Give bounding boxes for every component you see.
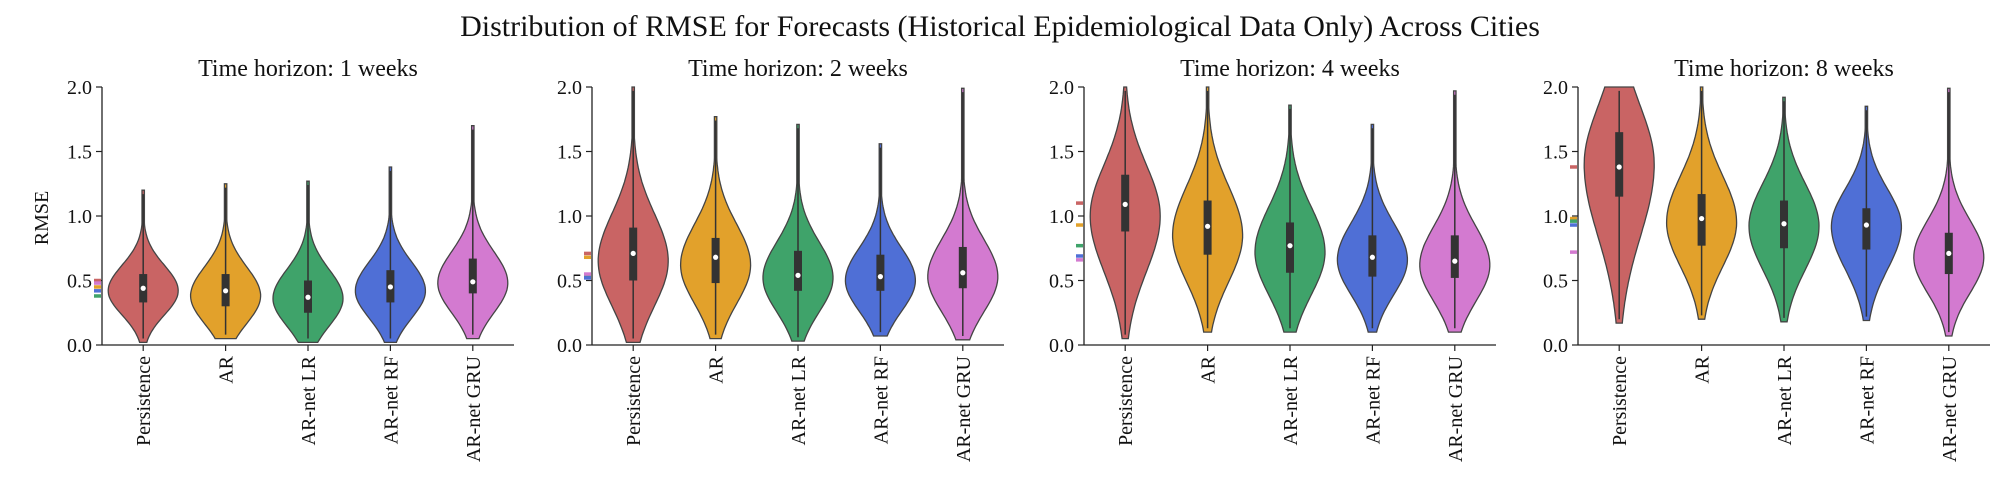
x-tick-label: AR-net LR xyxy=(298,355,320,445)
violin-median xyxy=(877,274,884,280)
violin-median xyxy=(1781,221,1787,227)
y-tick-label: 1.0 xyxy=(557,206,582,228)
panel-title: Time horizon: 8 weeks xyxy=(1674,56,1894,82)
y-tick-label: 2.0 xyxy=(557,77,582,99)
y-tick-label: 0.0 xyxy=(1049,335,1074,357)
x-tick-label: Persistence xyxy=(623,356,645,446)
y-tick-label: 0.5 xyxy=(1543,271,1568,293)
y-tick-label: 1.5 xyxy=(1543,142,1568,164)
x-tick-label: AR-net RF xyxy=(1856,356,1878,444)
violin-iqr-box xyxy=(1450,235,1459,278)
x-tick-label: AR-net GRU xyxy=(463,355,485,462)
x-tick-label: AR xyxy=(216,355,238,383)
violin-iqr-box xyxy=(794,250,802,291)
y-tick-label: 1.0 xyxy=(1049,206,1074,228)
violin-median xyxy=(1205,223,1211,229)
x-tick-label: AR-net RF xyxy=(380,356,402,444)
x-tick-label: AR-net LR xyxy=(1280,355,1302,445)
y-tick-label: 2.0 xyxy=(67,77,92,99)
panel-2: Time horizon: 2 weeks 0.0 0.5 1.0 1.5 2.0 Pers… xyxy=(557,56,1004,462)
x-tick-label: Persistence xyxy=(133,356,155,446)
x-tick-label: AR-net RF xyxy=(1362,356,1384,444)
x-tick-label: AR-net GRU xyxy=(1939,355,1961,462)
y-tick-label: 0.0 xyxy=(557,335,582,357)
violin-median xyxy=(713,254,719,260)
violin-median xyxy=(1122,201,1128,207)
violin-median xyxy=(1946,250,1952,257)
panel-title: Time horizon: 2 weeks xyxy=(688,56,908,82)
y-axis-label: RMSE xyxy=(31,191,53,245)
x-tick-label: AR-net GRU xyxy=(953,355,975,462)
y-tick-label: 1.5 xyxy=(1049,142,1074,164)
violin-median xyxy=(1287,243,1293,249)
panel-4: Time horizon: 8 weeks 0.0 0.5 1.0 1.5 2.0 Pers… xyxy=(1543,56,1990,462)
y-tick-label: 0.0 xyxy=(67,335,92,357)
x-tick-label: AR xyxy=(1198,355,1220,383)
x-tick-label: AR-net GRU xyxy=(1445,355,1467,462)
y-tick-label: 2.0 xyxy=(1049,77,1074,99)
panel-title: Time horizon: 1 weeks xyxy=(198,56,418,82)
panel-3: Time horizon: 4 weeks 0.0 0.5 1.0 1.5 2.0 Pers… xyxy=(1049,56,1496,462)
y-tick-label: 0.5 xyxy=(557,271,582,293)
violin-median xyxy=(960,270,966,276)
panel-1: Time horizon: 1 weeks 0.0 0.5 1.0 1.5 2.0 Pers… xyxy=(67,56,514,462)
violin-iqr-box xyxy=(958,246,967,289)
y-tick-label: 1.5 xyxy=(67,142,92,164)
x-tick-label: Persistence xyxy=(1609,356,1631,446)
y-tick-label: 1.0 xyxy=(1543,206,1568,228)
y-tick-label: 0.0 xyxy=(1543,335,1568,357)
violin-iqr-box xyxy=(1862,208,1871,250)
y-tick-label: 0.5 xyxy=(67,271,92,293)
y-tick-label: 0.5 xyxy=(1049,271,1074,293)
violin-median xyxy=(387,284,393,290)
x-tick-label: AR-net LR xyxy=(788,355,810,445)
violin-median xyxy=(1616,164,1622,170)
figure-title: Distribution of RMSE for Forecasts (Hist… xyxy=(460,10,1540,43)
x-tick-label: AR xyxy=(1692,355,1714,383)
x-tick-label: AR-net RF xyxy=(870,356,892,444)
violin-median xyxy=(1699,215,1705,222)
y-tick-label: 1.5 xyxy=(557,142,582,164)
panel-title: Time horizon: 4 weeks xyxy=(1180,56,1400,82)
violin-median xyxy=(1369,254,1375,260)
violin-median xyxy=(1452,258,1458,264)
violin-median xyxy=(305,294,311,300)
violin-median xyxy=(795,272,801,278)
violin-median xyxy=(1863,222,1869,228)
panels: Time horizon: 1 weeks 0.0 0.5 1.0 1.5 2.0 Pers… xyxy=(67,56,1990,462)
violin-iqr-box xyxy=(468,258,477,294)
x-tick-label: AR-net LR xyxy=(1774,355,1796,445)
violin-median xyxy=(140,285,146,291)
violin-iqr-box xyxy=(711,237,720,284)
x-tick-label: AR xyxy=(706,355,728,383)
violin-iqr-box xyxy=(876,254,885,291)
violin-median xyxy=(223,288,229,294)
y-tick-label: 2.0 xyxy=(1543,77,1568,99)
violin-median xyxy=(630,250,636,257)
violin-median xyxy=(470,279,476,285)
y-tick-label: 1.0 xyxy=(67,206,92,228)
x-tick-label: Persistence xyxy=(1115,356,1137,446)
